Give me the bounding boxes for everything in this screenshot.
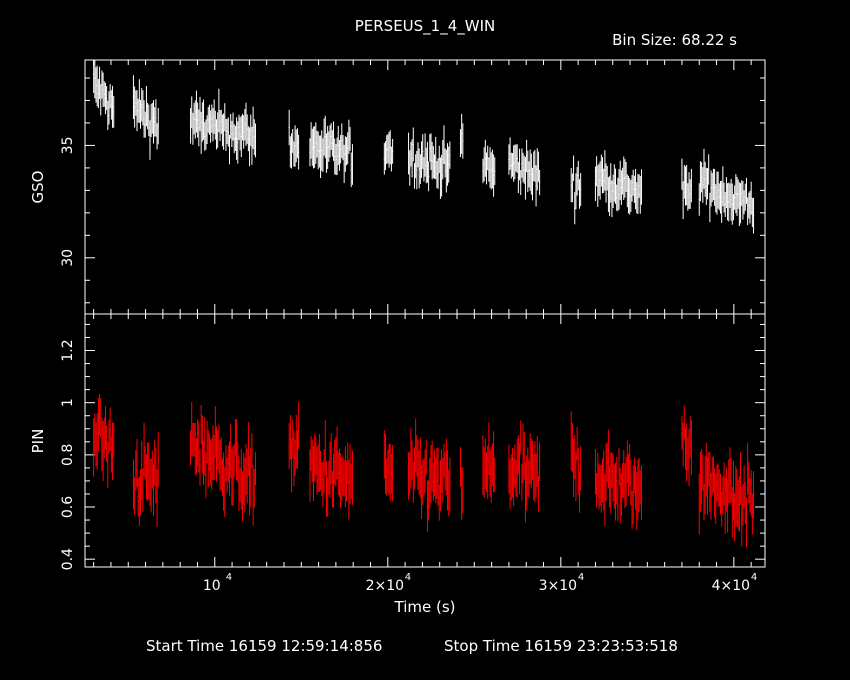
y-tick-label: 0.8 <box>60 444 76 466</box>
y-tick-label: 30 <box>60 249 76 267</box>
x-tick-label: 2×10 <box>366 578 404 594</box>
x-tick-exponent: 4 <box>578 572 584 583</box>
plot-frame <box>84 59 766 315</box>
x-tick-exponent: 4 <box>751 572 757 583</box>
x-tick-label: 10 <box>203 578 221 594</box>
y-axis-label: PIN <box>29 429 47 454</box>
plot-title: PERSEUS_1_4_WIN <box>355 17 496 36</box>
start-time-label: Start Time 16159 12:59:14:856 <box>146 637 382 655</box>
x-tick-exponent: 4 <box>405 572 411 583</box>
gso-panel: GSO 30 35 <box>29 59 766 315</box>
y-tick-label: 1 <box>60 398 76 407</box>
y-tick-label: 0.6 <box>60 496 76 518</box>
x-tick-exponent: 4 <box>226 572 232 583</box>
x-axis-label: Time (s) <box>394 598 456 616</box>
stop-time-label: Stop Time 16159 23:23:53:518 <box>444 637 678 655</box>
bin-size-label: Bin Size: 68.22 s <box>612 31 737 49</box>
x-tick-label: 3×10 <box>539 578 577 594</box>
y-tick-label: 35 <box>60 137 76 155</box>
y-axis-label: GSO <box>29 171 47 204</box>
y-tick-label: 0.4 <box>60 548 76 570</box>
y-tick-label: 1.2 <box>60 339 76 361</box>
x-tick-label: 4×10 <box>712 578 750 594</box>
plot-frame <box>84 313 766 568</box>
